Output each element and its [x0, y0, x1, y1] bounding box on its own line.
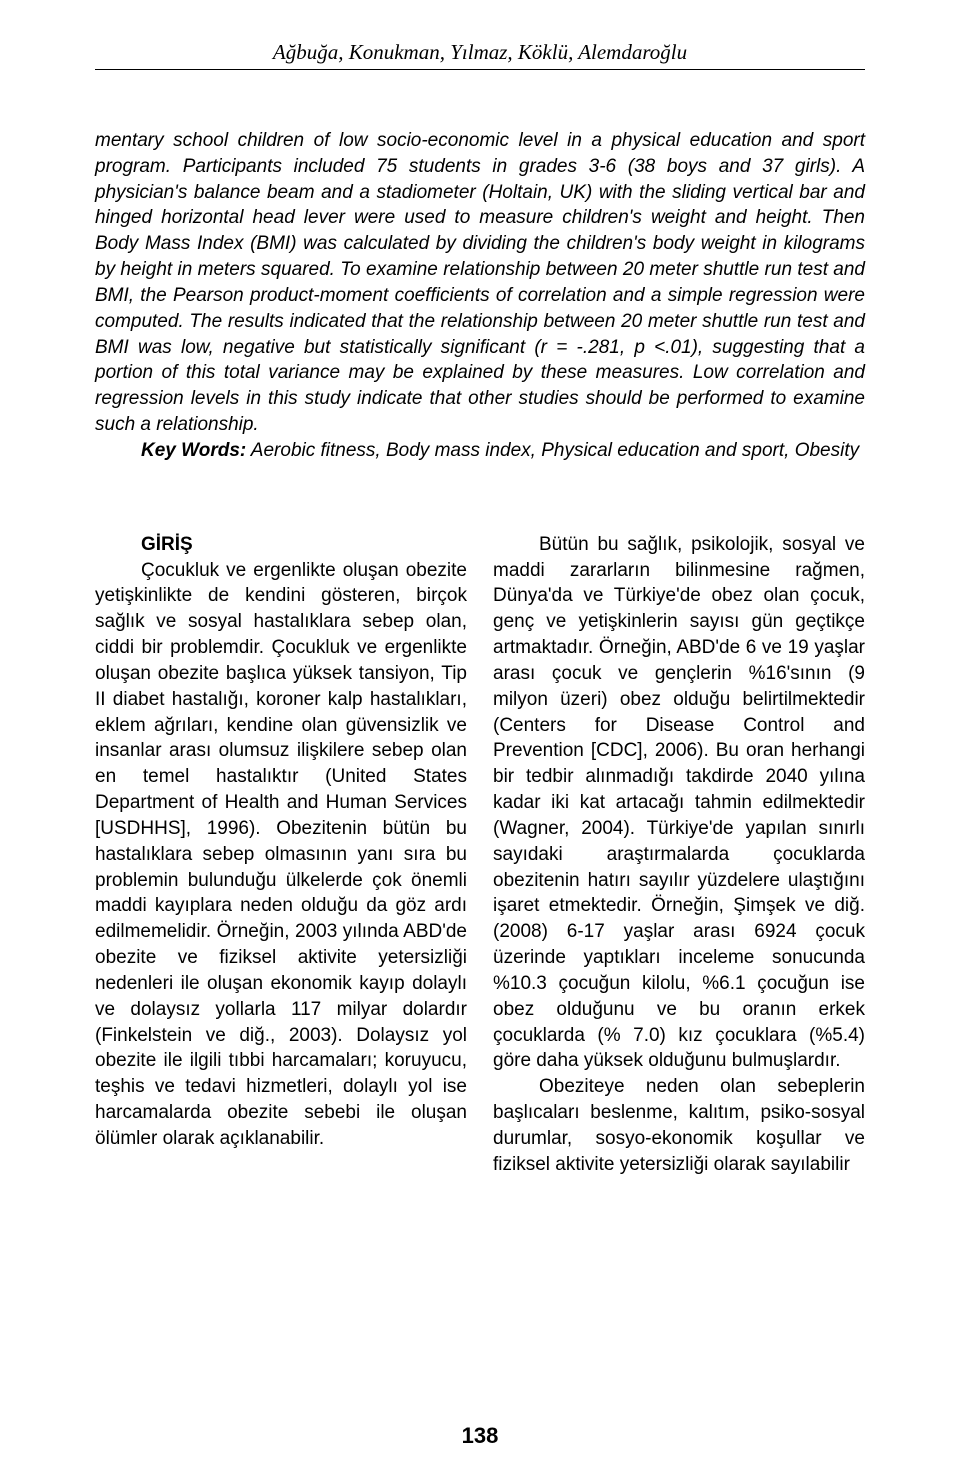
running-head: Ağbuğa, Konukman, Yılmaz, Köklü, Alemdar… [95, 40, 865, 65]
left-para-1: Çocukluk ve ergenlikte oluşan obezite ye… [95, 558, 467, 1152]
keywords-label: Key Words: [141, 440, 246, 461]
right-column: Bütün bu sağlık, psikolojik, sosyal ve m… [493, 532, 865, 1178]
abstract-block: mentary school children of low socio-eco… [95, 128, 865, 464]
left-column: GİRİŞ Çocukluk ve ergenlikte oluşan obez… [95, 532, 467, 1178]
right-para-1: Bütün bu sağlık, psikolojik, sosyal ve m… [493, 532, 865, 1074]
abstract-body: mentary school children of low socio-eco… [95, 130, 865, 435]
two-column-body: GİRİŞ Çocukluk ve ergenlikte oluşan obez… [95, 532, 865, 1178]
header-rule [95, 69, 865, 70]
section-title-giris: GİRİŞ [95, 532, 467, 558]
keywords-line: Key Words: Aerobic fitness, Body mass in… [95, 438, 865, 464]
page-number: 138 [0, 1423, 960, 1449]
right-para-2: Obeziteye neden olan sebeplerin başlıcal… [493, 1074, 865, 1177]
page: Ağbuğa, Konukman, Yılmaz, Köklü, Alemdar… [0, 0, 960, 1471]
keywords-text: Aerobic fitness, Body mass index, Physic… [246, 440, 859, 461]
